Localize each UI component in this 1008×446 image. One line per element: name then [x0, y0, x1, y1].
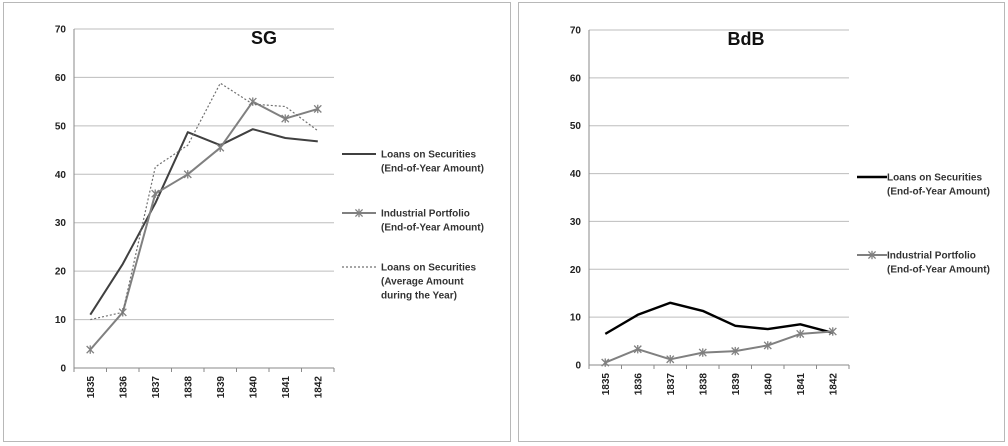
chart-0-y-tick-label: 20: [55, 267, 67, 278]
chart-panel-bdb: 0 10 20 30 40 50 60 70 1835 1836 1837 1838 1839 1840 1…: [518, 2, 1005, 442]
chart-1-series-1-point: [601, 358, 610, 367]
chart-1-x-tick-label: 1835: [601, 373, 612, 396]
chart-1-y-tick-label: 20: [570, 265, 582, 276]
chart-0-series-1-point: [151, 189, 160, 198]
chart-1-series-1-point: [828, 327, 837, 336]
chart-1-x-tick-label: 1841: [796, 373, 807, 396]
chart-0-series-1-point: [216, 143, 225, 152]
chart-sg: 0 10 20 30 40 50 60 70 1835 1836 1837 1838 1839 1840 1…: [55, 25, 484, 399]
chart-0-y-tick-label: 40: [55, 170, 67, 181]
chart-0-legend-entry: Industrial Portfolio (End-of-Year Amount): [342, 209, 484, 234]
chart-0-x-tick-label: 1842: [313, 376, 324, 399]
chart-0-series-1-point: [281, 114, 290, 123]
chart-1-legend-label: (End-of-Year Amount): [887, 187, 990, 198]
chart-0-series-1-point: [86, 345, 95, 354]
chart-0-legend-label: Industrial Portfolio: [381, 209, 470, 220]
chart-0-x-tick-label: 1840: [248, 376, 259, 399]
chart-1-legend-marker: [867, 250, 877, 260]
chart-0-y-tick-label: 50: [55, 121, 67, 132]
chart-0-y-tick-label: 70: [55, 25, 67, 36]
chart-0-legend-entry: Loans on Securities (End-of-Year Amount): [342, 150, 484, 175]
chart-0-y-tick-label: 30: [55, 218, 67, 229]
chart-1-y-tick-label: 50: [570, 121, 582, 132]
chart-1-y-tick-label: 40: [570, 169, 582, 180]
chart-1-series-1-point: [698, 348, 707, 357]
chart-1-legend-entry: Loans on Securities (End-of-Year Amount): [857, 173, 990, 198]
chart-0-x-tick-label: 1839: [216, 376, 227, 399]
chart-0-x-tick-label: 1838: [183, 376, 194, 399]
chart-1-legend-label: Loans on Securities: [887, 173, 982, 184]
chart-0-x-tick-label: 1841: [281, 376, 292, 399]
chart-0-title: SG: [251, 28, 277, 48]
chart-1-y-tick-label: 60: [570, 73, 582, 84]
chart-1-x-tick-label: 1837: [666, 373, 677, 396]
chart-0-legend-label: Loans on Securities: [381, 150, 476, 161]
chart-1-title: BdB: [728, 29, 765, 49]
chart-1-series-1-point: [666, 355, 675, 364]
chart-0-y-tick-label: 60: [55, 73, 67, 84]
chart-0-series-0-line: [89, 128, 318, 316]
chart-0-series-1-line: [89, 100, 319, 351]
chart-0-series-2-line: [90, 82, 319, 321]
chart-1-y-tick-label: 0: [575, 361, 581, 372]
chart-1-series-1-point: [763, 341, 772, 350]
chart-0-legend-label: Loans on Securities: [381, 263, 476, 274]
chart-0-series-1-point: [313, 104, 322, 114]
chart-0-x-tick-label: 1837: [151, 376, 162, 399]
chart-0-y-tick-label: 10: [55, 315, 67, 326]
chart-1-x-tick-label: 1842: [828, 373, 839, 396]
chart-0-legend-label: (End-of-Year Amount): [381, 164, 484, 175]
chart-1-y-tick-label: 30: [570, 217, 582, 228]
chart-1-x-tick-label: 1838: [698, 373, 709, 396]
chart-0-series-1-point: [183, 170, 192, 179]
chart-1-series-1-line: [604, 330, 833, 364]
chart-0-x-tick-label: 1835: [86, 376, 97, 399]
chart-1-series-1-point: [731, 346, 740, 356]
chart-1-series-0-line: [604, 301, 834, 335]
chart-panel-sg: 0 10 20 30 40 50 60 70 1835 1836 1837 1838 1839 1840 1…: [3, 2, 511, 442]
chart-0-legend-label: (Average Amount: [381, 277, 464, 288]
chart-1-x-tick-label: 1836: [633, 373, 644, 396]
chart-1-y-tick-label: 70: [570, 26, 582, 37]
chart-bdb: 0 10 20 30 40 50 60 70 1835 1836 1837 1838 1839 1840 1…: [570, 26, 990, 396]
chart-1-series-1-point: [633, 345, 642, 354]
chart-0-legend-label: during the Year): [381, 291, 457, 302]
chart-0-legend-label: (End-of-Year Amount): [381, 223, 484, 234]
chart-0-legend-entry: Loans on Securities (Average Amount during…: [342, 263, 476, 302]
chart-0-x-tick-label: 1836: [118, 376, 129, 399]
chart-1-series-1-point: [796, 329, 805, 339]
chart-1-legend-label: Industrial Portfolio: [887, 251, 976, 262]
chart-1-x-tick-label: 1839: [731, 373, 742, 396]
chart-1-legend-entry: Industrial Portfolio (End-of-Year Amount): [857, 251, 990, 276]
chart-1-legend-label: (End-of-Year Amount): [887, 265, 990, 276]
chart-1-x-tick-label: 1840: [763, 373, 774, 396]
chart-0-legend-marker: [354, 208, 364, 218]
chart-0-y-tick-label: 0: [60, 364, 66, 375]
chart-1-y-tick-label: 10: [570, 313, 582, 324]
